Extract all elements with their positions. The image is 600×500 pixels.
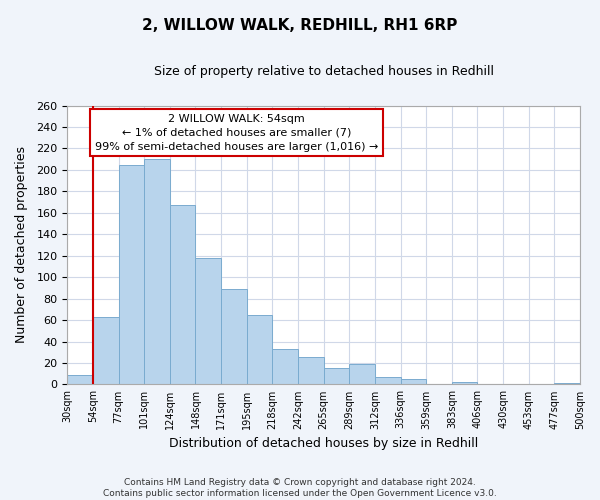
Bar (119, 164, 144, 384)
Bar (323, 368, 349, 384)
Bar (93, 317, 119, 384)
Bar (401, 379, 426, 384)
Bar (170, 206, 196, 384)
Bar (67, 375, 93, 384)
Text: Contains HM Land Registry data © Crown copyright and database right 2024.
Contai: Contains HM Land Registry data © Crown c… (103, 478, 497, 498)
Bar (349, 364, 375, 384)
Bar (375, 377, 401, 384)
Bar (221, 289, 247, 384)
Bar (196, 258, 221, 384)
Bar (298, 356, 323, 384)
X-axis label: Distribution of detached houses by size in Redhill: Distribution of detached houses by size … (169, 437, 478, 450)
Bar (247, 314, 272, 384)
Text: 2 WILLOW WALK: 54sqm
← 1% of detached houses are smaller (7)
99% of semi-detache: 2 WILLOW WALK: 54sqm ← 1% of detached ho… (95, 114, 378, 152)
Bar (452, 382, 478, 384)
Bar (144, 159, 170, 384)
Y-axis label: Number of detached properties: Number of detached properties (15, 146, 28, 344)
Bar (272, 349, 298, 384)
Text: 2, WILLOW WALK, REDHILL, RH1 6RP: 2, WILLOW WALK, REDHILL, RH1 6RP (142, 18, 458, 32)
Title: Size of property relative to detached houses in Redhill: Size of property relative to detached ho… (154, 65, 494, 78)
